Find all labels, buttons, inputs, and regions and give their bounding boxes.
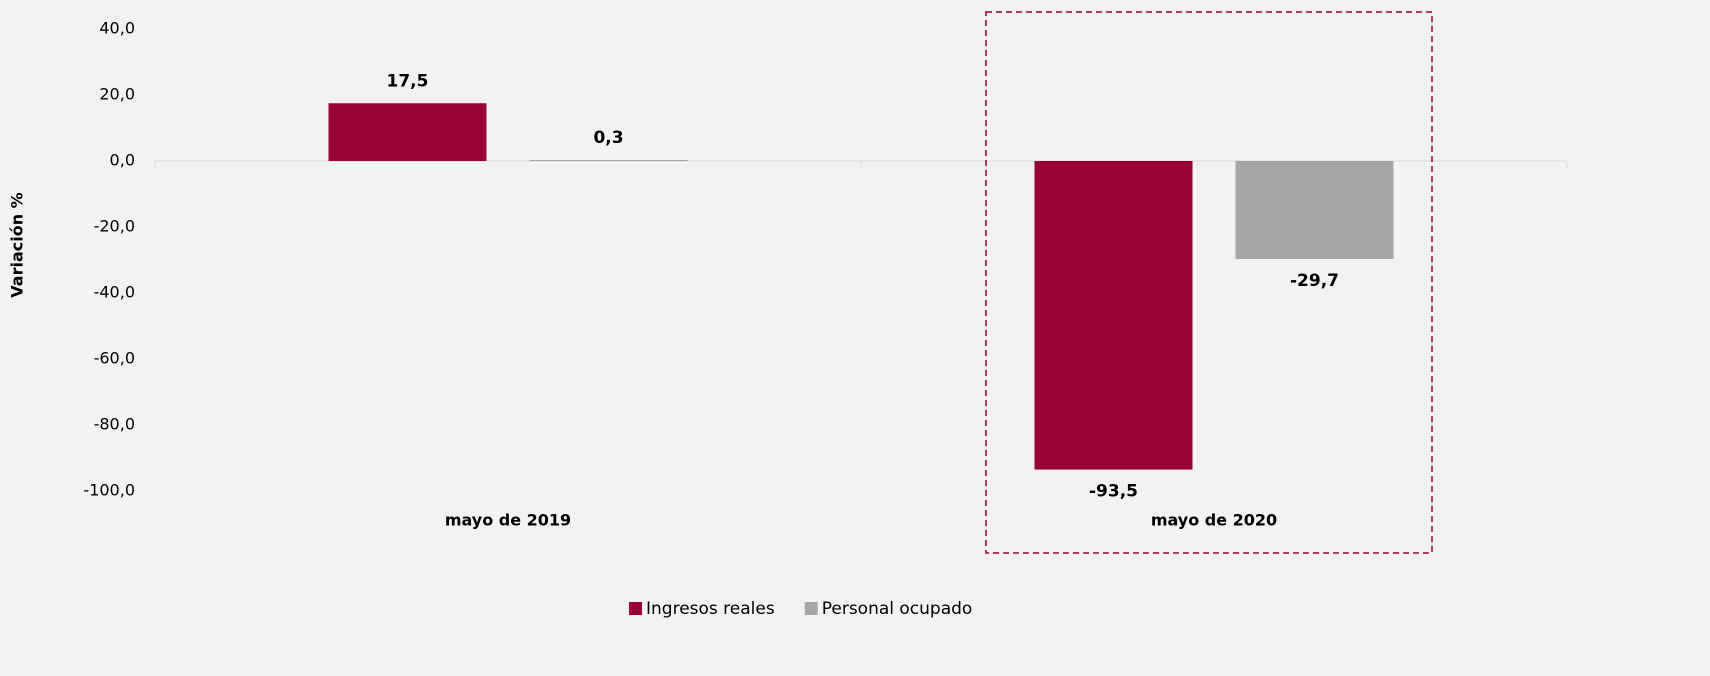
bar: [328, 103, 487, 161]
y-tick-label: -20,0: [94, 217, 135, 236]
bar: [529, 160, 688, 161]
x-tick-label: mayo de 2019: [445, 511, 571, 530]
legend-label: Personal ocupado: [822, 599, 973, 619]
y-tick-label: -100,0: [83, 481, 135, 500]
y-tick-label: -40,0: [94, 283, 135, 302]
bar: [1034, 161, 1193, 470]
x-tick-label: mayo de 2020: [1151, 511, 1277, 530]
value-label: 17,5: [387, 71, 429, 91]
legend-label: Ingresos reales: [646, 599, 775, 619]
y-tick-label: -80,0: [94, 415, 135, 434]
y-tick-label: -60,0: [94, 349, 135, 368]
value-label: -29,7: [1290, 271, 1339, 291]
value-label: -93,5: [1089, 482, 1138, 502]
y-tick-label: 20,0: [99, 85, 135, 104]
y-tick-label: 0,0: [110, 151, 135, 170]
legend-swatch: [629, 602, 642, 615]
y-tick-label: 40,0: [99, 19, 135, 38]
highlight-box: [985, 11, 1433, 554]
legend-swatch: [804, 602, 818, 615]
value-label: 0,3: [593, 128, 623, 148]
y-axis-title: Variación %: [8, 192, 27, 297]
bar: [1235, 161, 1394, 260]
